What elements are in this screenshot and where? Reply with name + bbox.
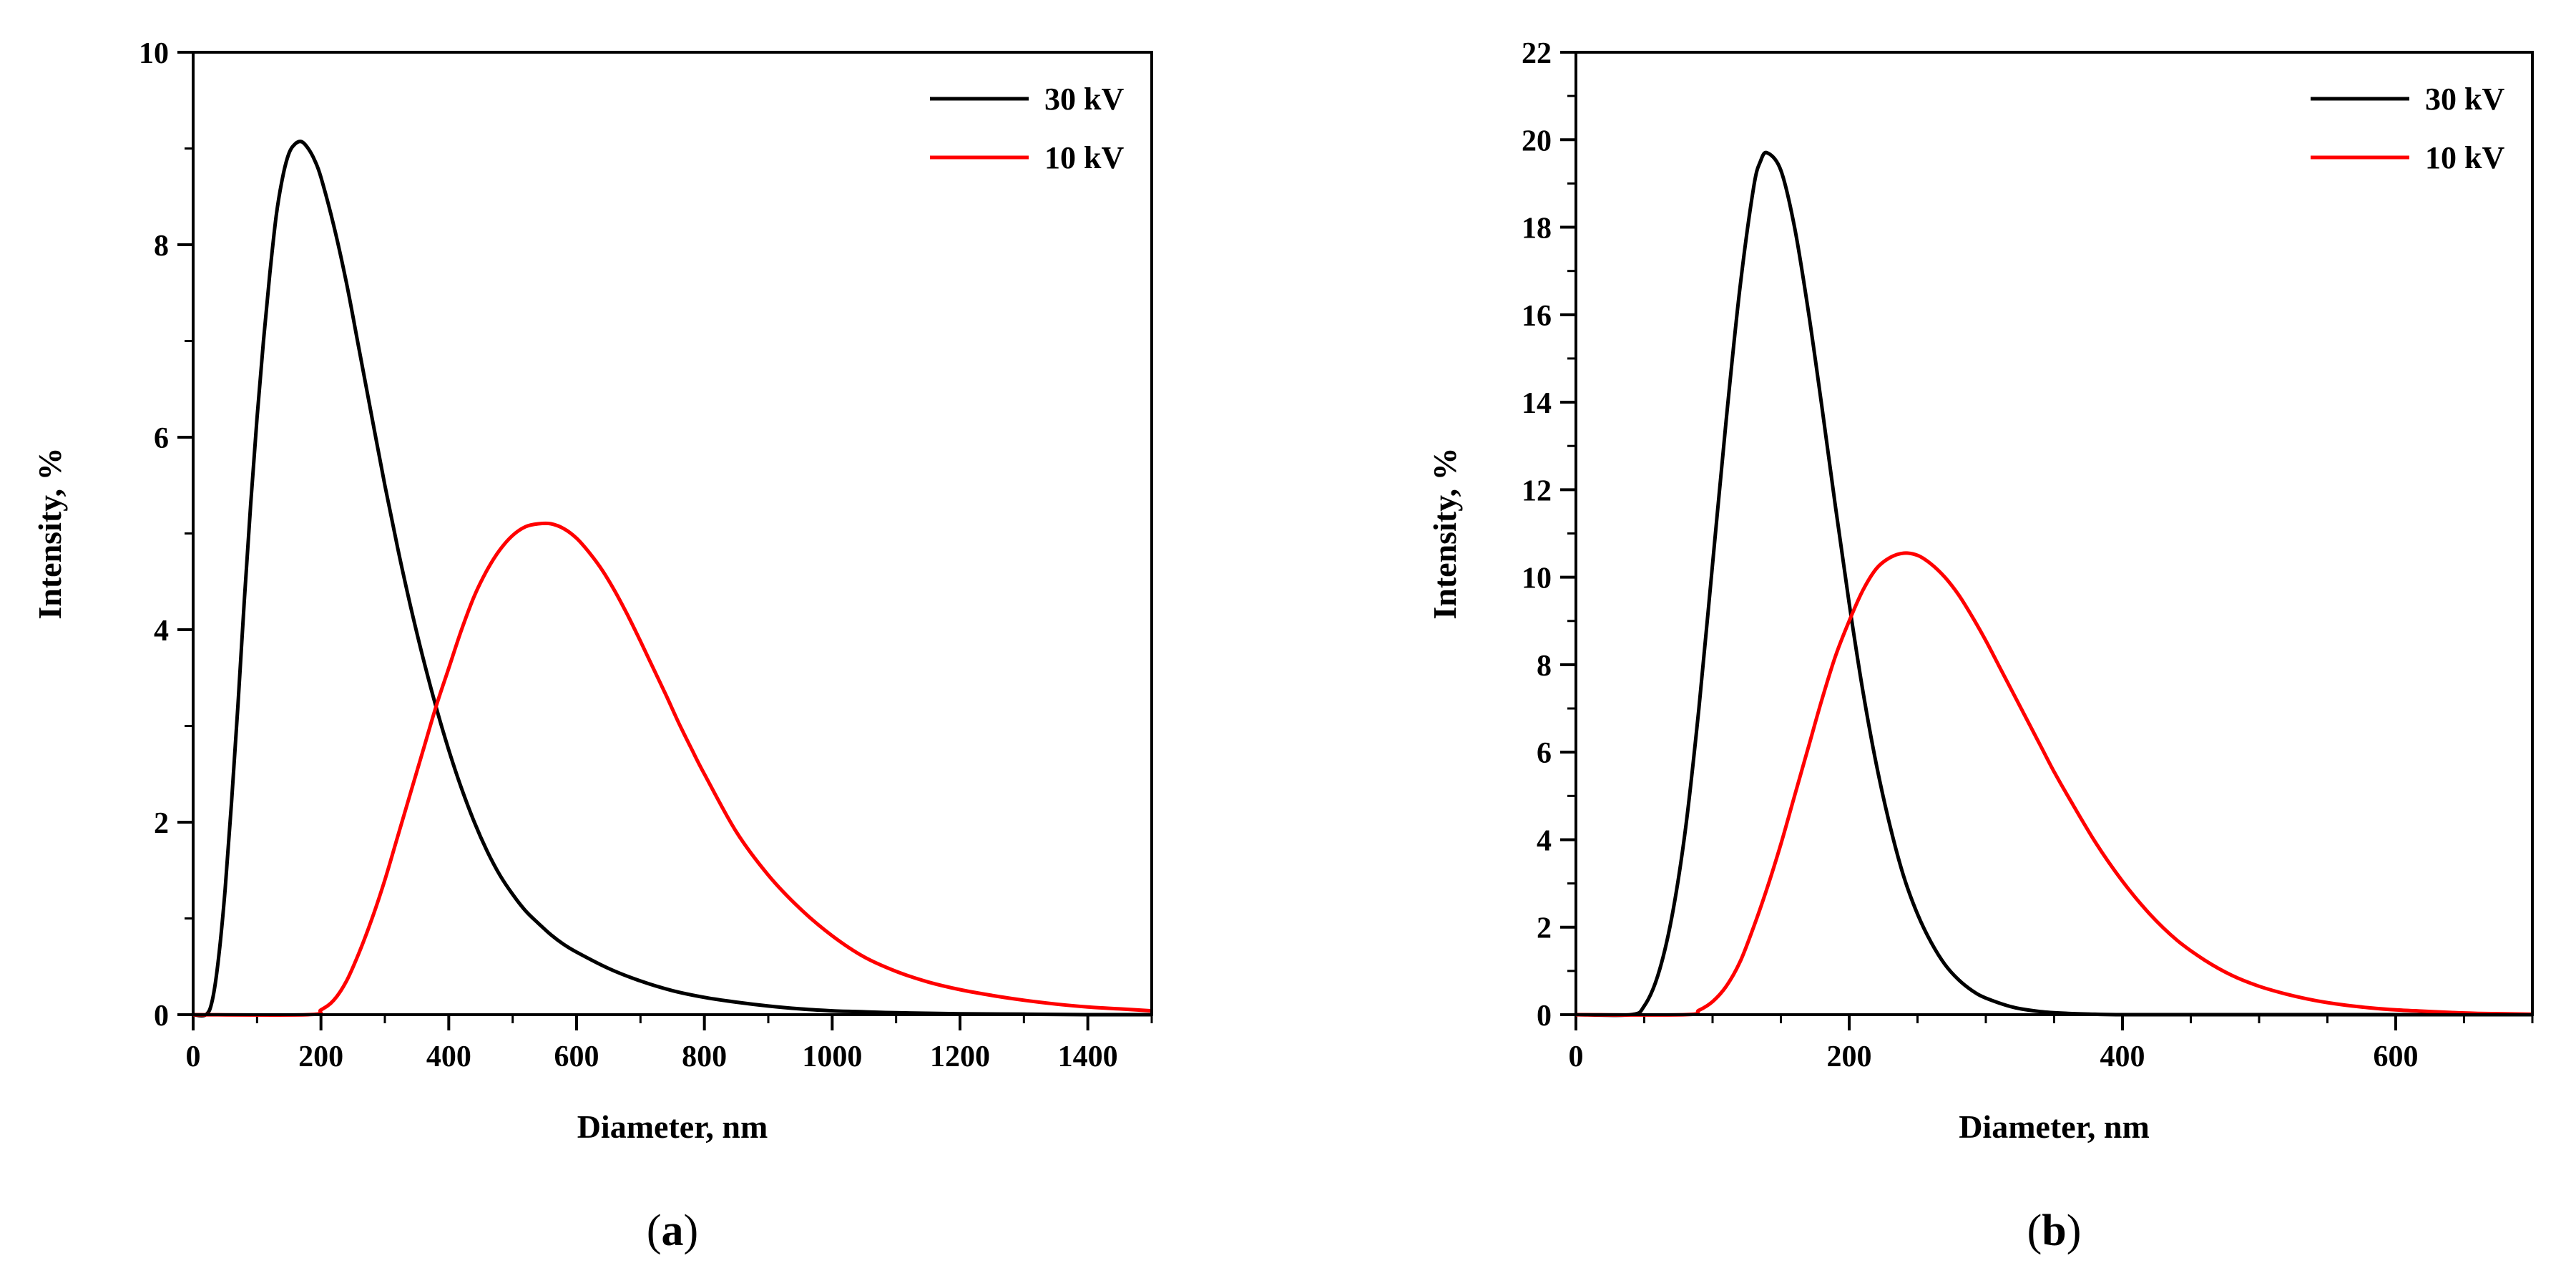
- panel-b-x-tick-label: 0: [1569, 1040, 1584, 1073]
- panel-a-y-tick-label: 4: [154, 615, 169, 648]
- panel-b-x-tick-label: 600: [2374, 1040, 2419, 1073]
- panel-a-y-tick-label: 0: [154, 1000, 169, 1033]
- panel-b: 0 200 400 600 0 2 4 6 8 10 12 14 16 18 20 22 30 kV 10 kV…: [1426, 37, 2534, 1255]
- panel-b-caption: (b): [2027, 1206, 2082, 1255]
- panel-b-legend-label-10kv: 10 kV: [2425, 140, 2504, 175]
- panel-a-legend: 30 kV 10 kV: [930, 82, 1124, 175]
- panel-a: 0 200 400 600 800 1000 1200 1400 0 2 4 6 8 10 30 kV 10…: [31, 37, 1153, 1255]
- panel-b-y-tick-label: 14: [1522, 387, 1552, 420]
- panel-a-plot-frame: [192, 51, 1153, 1016]
- panel-b-plot-frame: [1575, 51, 2534, 1016]
- panel-b-series-30kv-line: [1575, 150, 2532, 1018]
- panel-a-x-tick-label: 1000: [802, 1040, 862, 1073]
- panel-b-legend-label-30kv: 30 kV: [2425, 82, 2504, 117]
- panel-b-y-tick-label: 2: [1537, 912, 1552, 945]
- panel-b-x-axis-title: Diameter, nm: [1959, 1108, 2150, 1145]
- panel-b-y-tick-label: 4: [1537, 824, 1552, 857]
- panel-a-y-tick-label: 2: [154, 807, 169, 840]
- panel-b-y-tick-label: 8: [1537, 650, 1552, 683]
- panel-a-y-tick-label: 10: [139, 37, 169, 70]
- panel-a-x-tick-label: 0: [186, 1040, 201, 1073]
- panel-a-y-axis-title: Intensity, %: [31, 447, 68, 619]
- panel-a-x-axis-title: Diameter, nm: [577, 1108, 768, 1145]
- panel-a-x-tick-label: 200: [298, 1040, 343, 1073]
- panel-b-y-tick-label: 18: [1522, 213, 1552, 245]
- panel-a-x-tick-label: 400: [426, 1040, 471, 1073]
- panel-a-y-tick-label: 6: [154, 422, 169, 455]
- panel-a-x-tick-label: 600: [554, 1040, 599, 1073]
- panel-a-x-tick-label: 1200: [930, 1040, 990, 1073]
- panel-a-legend-label-10kv: 10 kV: [1044, 140, 1124, 175]
- panel-a-caption: (a): [647, 1206, 698, 1255]
- panel-b-y-tick-label: 22: [1522, 37, 1552, 70]
- panel-a-x-tick-label: 800: [682, 1040, 727, 1073]
- panel-a-y-tick-label: 8: [154, 230, 169, 263]
- panel-b-y-tick-label: 10: [1522, 562, 1552, 595]
- panel-a-series-30kv-line: [192, 140, 1152, 1018]
- panel-b-x-tick-label: 200: [1827, 1040, 1872, 1073]
- panel-b-y-tick-label: 20: [1522, 125, 1552, 157]
- panel-b-x-tick-label: 400: [2100, 1040, 2145, 1073]
- panel-b-legend: 30 kV 10 kV: [2311, 82, 2504, 175]
- panel-b-y-tick-label: 12: [1522, 474, 1552, 507]
- panel-a-series-10kv-line: [192, 521, 1152, 1017]
- panel-b-y-tick-label: 16: [1522, 300, 1552, 333]
- panel-a-x-tick-label: 1400: [1058, 1040, 1118, 1073]
- panel-b-y-tick-label: 0: [1537, 1000, 1552, 1033]
- panel-b-y-axis-title: Intensity, %: [1426, 447, 1463, 619]
- panel-a-legend-label-30kv: 30 kV: [1044, 82, 1124, 117]
- panel-b-y-tick-label: 6: [1537, 737, 1552, 770]
- panel-b-series-10kv-line: [1575, 551, 2533, 1017]
